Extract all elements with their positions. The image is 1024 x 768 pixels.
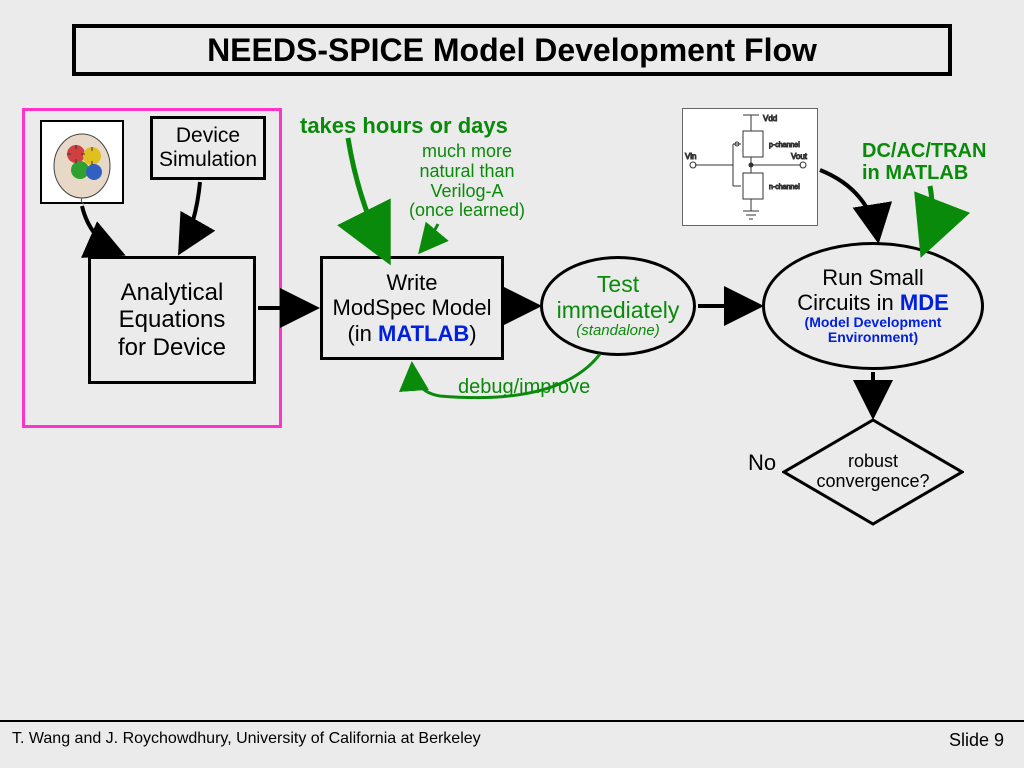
text: Device (176, 124, 240, 148)
node-test: Test immediately (standalone) (540, 256, 696, 356)
annot-debug: debug/improve (458, 376, 590, 398)
svg-text:n-channel: n-channel (769, 184, 800, 191)
text: Simulation (159, 148, 257, 172)
circuit-schematic-icon: Vdd p-channel n-channel Vin Vout (682, 108, 818, 226)
svg-text:Vout: Vout (791, 152, 808, 161)
decision-no-label: No (748, 450, 776, 476)
brain-icon (40, 120, 124, 204)
svg-text:Vdd: Vdd (763, 114, 777, 123)
page-title: NEEDS-SPICE Model Development Flow (72, 24, 952, 76)
node-modspec: Write ModSpec Model (in MATLAB) (320, 256, 504, 360)
text: (Model Development (805, 315, 942, 330)
text: robust (848, 452, 898, 472)
annot-natural: much more natural than Verilog-A (once l… (402, 142, 532, 221)
text: for Device (118, 334, 226, 362)
text: Equations (119, 306, 226, 334)
text: Test (597, 272, 639, 297)
annot-hours: takes hours or days (300, 114, 508, 138)
node-analytical-equations: Analytical Equations for Device (88, 256, 256, 384)
text: ModSpec Model (333, 295, 492, 320)
footer-divider (0, 720, 1024, 722)
text: Write (387, 270, 438, 295)
svg-text:p-channel: p-channel (769, 142, 800, 149)
text: convergence? (816, 472, 929, 492)
footer-slide-number: Slide 9 (949, 730, 1004, 751)
text: immediately (557, 298, 680, 323)
text: (in MATLAB) (347, 321, 476, 346)
footer-attribution: T. Wang and J. Roychowdhury, University … (12, 730, 481, 748)
node-mde: Run Small Circuits in MDE (Model Develop… (762, 242, 984, 370)
text: Analytical (121, 279, 224, 307)
annot-analyses: DC/AC/TRAN in MATLAB (862, 140, 986, 184)
text: Environment) (828, 330, 918, 345)
node-decision: robust convergence? (782, 418, 964, 526)
text: Circuits in MDE (797, 291, 949, 315)
svg-text:Vin: Vin (685, 152, 696, 161)
node-device-simulation: Device Simulation (150, 116, 266, 180)
text: (standalone) (576, 323, 659, 340)
text: Run Small (822, 266, 923, 290)
